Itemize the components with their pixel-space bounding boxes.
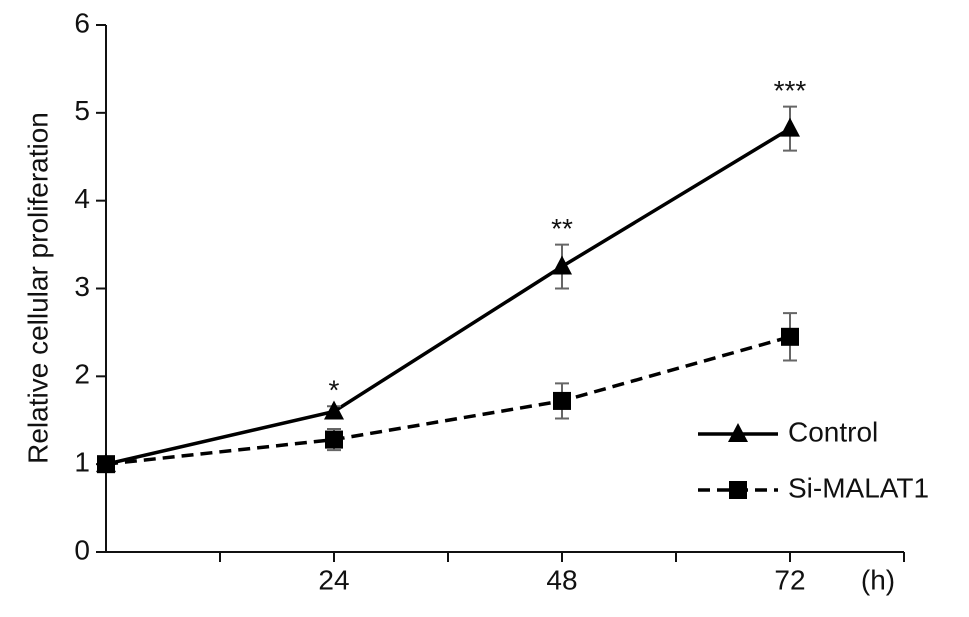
y-tick-label: 6 xyxy=(74,7,90,38)
y-tick-label: 5 xyxy=(74,95,90,126)
x-axis-label: (h) xyxy=(861,564,895,595)
data-point xyxy=(552,255,572,275)
data-point xyxy=(324,400,344,420)
significance-label: ** xyxy=(551,213,573,244)
series-line xyxy=(105,335,791,466)
legend-marker xyxy=(729,481,747,499)
data-point xyxy=(780,117,800,137)
data-point xyxy=(553,391,571,410)
data-point xyxy=(781,327,799,346)
legend-marker xyxy=(728,423,748,442)
y-axis-label: Relative cellular proliferation xyxy=(22,112,53,464)
y-tick-label: 1 xyxy=(74,447,90,478)
y-tick-label: 2 xyxy=(74,359,90,390)
legend-label: Control xyxy=(788,416,878,447)
series-line xyxy=(105,127,791,466)
significance-label: * xyxy=(329,375,340,406)
y-tick-label: 4 xyxy=(74,183,90,214)
x-tick-label: 72 xyxy=(774,564,805,595)
y-tick-label: 0 xyxy=(74,534,90,565)
y-tick-label: 3 xyxy=(74,271,90,302)
x-tick-label: 48 xyxy=(546,564,577,595)
data-point xyxy=(97,455,115,474)
legend-label: Si-MALAT1 xyxy=(788,472,929,503)
significance-label: *** xyxy=(774,75,807,106)
data-point xyxy=(325,430,343,449)
x-tick-label: 24 xyxy=(318,564,349,595)
